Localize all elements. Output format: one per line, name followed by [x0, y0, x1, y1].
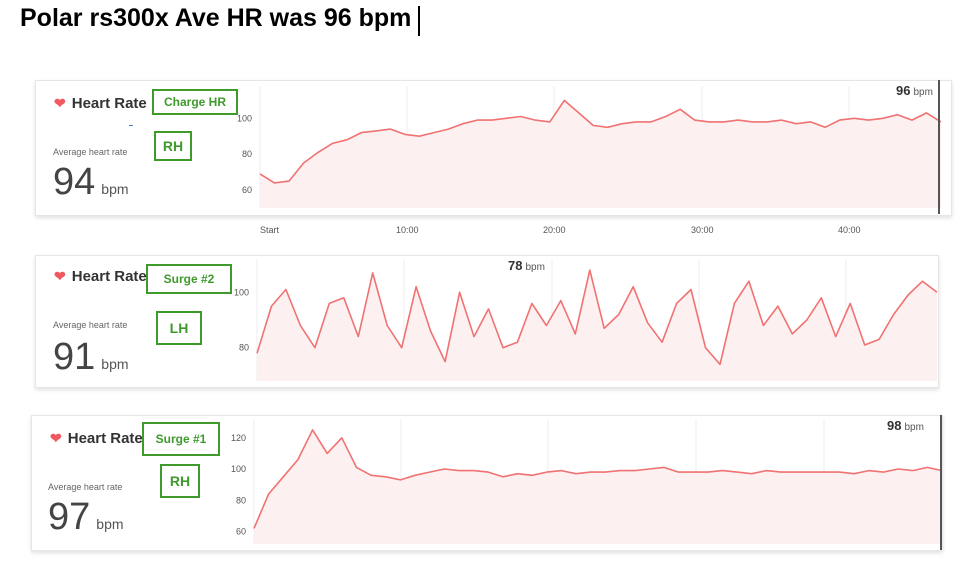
hr-series-line	[253, 429, 943, 529]
hand-tag: RH	[160, 464, 200, 498]
y-tick-label: 80	[236, 495, 246, 505]
blue-tick-mark	[129, 125, 133, 126]
hr-series-line	[259, 99, 942, 184]
x-tick-40: 40:00	[838, 225, 861, 235]
card-title-text: Heart Rate	[71, 268, 147, 285]
card-title: ❤ Heart Rate	[50, 430, 143, 447]
card-title-text: Heart Rate	[71, 95, 147, 112]
y-tick-label: 100	[237, 113, 252, 123]
heart-icon: ❤	[54, 268, 66, 284]
hand-tag: LH	[156, 311, 202, 345]
y-tick-label: 120	[231, 433, 246, 443]
average-label: Average heart rate	[48, 482, 123, 492]
average-label: Average heart rate	[53, 320, 128, 330]
y-tick-label: 100	[234, 287, 249, 297]
average-value: 97 bpm	[48, 496, 124, 539]
current-unit: bpm	[913, 87, 933, 98]
average-unit: bpm	[101, 356, 129, 372]
current-value: 96 bpm	[896, 83, 933, 98]
text-cursor	[418, 6, 420, 36]
document-title-text: Polar rs300x Ave HR was 96 bpm	[20, 4, 412, 32]
y-tick-label: 80	[242, 149, 252, 159]
y-tick-label: 100	[231, 464, 246, 474]
hand-tag: RH	[154, 131, 192, 161]
device-tag: Surge #1	[142, 422, 220, 456]
hr-area-fill	[257, 270, 937, 381]
current-number: 78	[508, 258, 523, 273]
x-tick-start: Start	[260, 225, 280, 235]
average-unit: bpm	[96, 516, 124, 532]
hr-series-line	[256, 269, 938, 366]
current-number: 96	[896, 83, 911, 98]
current-value: 78 bpm	[508, 258, 545, 273]
heart-rate-chart-2: 80 100	[234, 259, 938, 381]
average-number: 91	[53, 336, 96, 378]
document-title: Polar rs300x Ave HR was 96 bpm	[20, 4, 411, 33]
x-tick-20: 20:00	[543, 225, 566, 235]
current-unit: bpm	[904, 422, 924, 433]
average-label: Average heart rate	[53, 147, 128, 157]
average-number: 97	[48, 496, 91, 538]
card-title: ❤ Heart Rate	[54, 268, 147, 285]
x-tick-10: 10:00	[396, 225, 419, 235]
y-tick-label: 60	[242, 185, 252, 195]
y-tick-label: 60	[236, 527, 246, 537]
hr-area-fill	[254, 429, 942, 544]
card-title-text: Heart Rate	[67, 430, 143, 447]
average-number: 94	[53, 161, 96, 203]
device-tag: Charge HR	[152, 89, 238, 115]
current-number: 98	[887, 418, 902, 433]
x-tick-30: 30:00	[691, 225, 714, 235]
average-value: 94 bpm	[53, 161, 129, 204]
heart-icon: ❤	[50, 430, 62, 446]
average-unit: bpm	[101, 181, 129, 197]
heart-rate-chart-1: 60 80 100	[237, 80, 942, 214]
current-unit: bpm	[525, 262, 545, 273]
current-value: 98 bpm	[887, 418, 924, 433]
heart-rate-chart-3: 60 80 100 120	[231, 415, 943, 550]
device-tag: Surge #2	[146, 264, 232, 294]
card-title: ❤ Heart Rate	[54, 95, 147, 112]
average-value: 91 bpm	[53, 336, 129, 379]
heart-icon: ❤	[54, 95, 66, 111]
hr-area-fill	[260, 100, 941, 208]
y-tick-label: 80	[239, 343, 249, 353]
